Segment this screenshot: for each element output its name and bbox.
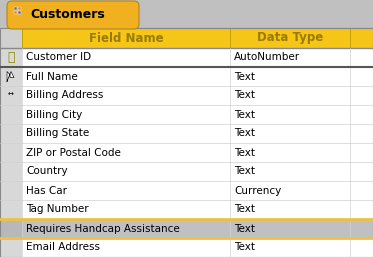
- Text: Full Name: Full Name: [26, 71, 78, 81]
- Text: ↔: ↔: [8, 91, 14, 97]
- Bar: [22, 200, 230, 219]
- Bar: [350, 143, 373, 162]
- Bar: [22, 86, 230, 105]
- Text: Text: Text: [234, 224, 255, 234]
- Text: AutoNumber: AutoNumber: [234, 52, 300, 62]
- Bar: [230, 143, 350, 162]
- Bar: [0, 0, 373, 28]
- Text: Has Car: Has Car: [26, 186, 67, 196]
- Text: Tag Number: Tag Number: [26, 205, 89, 215]
- Bar: [0, 124, 22, 143]
- Text: ⚿: ⚿: [7, 51, 15, 64]
- Text: Customer ID: Customer ID: [26, 52, 91, 62]
- Text: Text: Text: [234, 148, 255, 158]
- FancyBboxPatch shape: [7, 1, 139, 29]
- Text: Text: Text: [234, 128, 255, 139]
- Text: Billing Address: Billing Address: [26, 90, 103, 100]
- Bar: [0, 200, 22, 219]
- Bar: [230, 86, 350, 105]
- Bar: [0, 28, 373, 257]
- Bar: [22, 124, 230, 143]
- Bar: [22, 238, 230, 257]
- Bar: [0, 238, 22, 257]
- Bar: [350, 105, 373, 124]
- Text: Country: Country: [26, 167, 68, 177]
- Bar: [230, 200, 350, 219]
- Bar: [22, 105, 230, 124]
- Bar: [230, 238, 350, 257]
- Bar: [350, 200, 373, 219]
- Text: Text: Text: [234, 243, 255, 252]
- Bar: [18, 11, 21, 14]
- Text: Email Address: Email Address: [26, 243, 100, 252]
- Bar: [0, 162, 22, 181]
- Bar: [0, 105, 22, 124]
- Bar: [14, 7, 17, 10]
- Bar: [0, 181, 22, 200]
- Text: Billing City: Billing City: [26, 109, 82, 120]
- Bar: [0, 28, 373, 257]
- Bar: [18, 7, 21, 10]
- Bar: [230, 105, 350, 124]
- Bar: [230, 67, 350, 86]
- Bar: [22, 162, 230, 181]
- Bar: [0, 143, 22, 162]
- Text: Text: Text: [234, 71, 255, 81]
- Bar: [22, 181, 230, 200]
- Bar: [22, 219, 230, 238]
- Bar: [22, 67, 230, 86]
- Bar: [22, 143, 230, 162]
- Bar: [230, 124, 350, 143]
- Bar: [350, 219, 373, 238]
- Bar: [0, 67, 22, 86]
- Bar: [0, 219, 22, 238]
- Bar: [22, 48, 230, 67]
- Bar: [350, 67, 373, 86]
- Bar: [0, 86, 22, 105]
- Text: Requires Handcap Assistance: Requires Handcap Assistance: [26, 224, 180, 234]
- Text: Billing State: Billing State: [26, 128, 89, 139]
- Bar: [230, 162, 350, 181]
- Bar: [230, 181, 350, 200]
- Bar: [230, 219, 350, 238]
- Bar: [230, 48, 350, 67]
- Polygon shape: [7, 71, 14, 81]
- Bar: [0, 28, 22, 48]
- Bar: [350, 162, 373, 181]
- Text: Text: Text: [234, 205, 255, 215]
- Bar: [350, 181, 373, 200]
- Text: Text: Text: [234, 109, 255, 120]
- Text: Field Name: Field Name: [89, 32, 163, 44]
- Text: Currency: Currency: [234, 186, 281, 196]
- Bar: [350, 48, 373, 67]
- Text: Text: Text: [234, 167, 255, 177]
- Bar: [0, 48, 22, 67]
- Text: Data Type: Data Type: [257, 32, 323, 44]
- Bar: [350, 86, 373, 105]
- Bar: [14, 11, 17, 14]
- Bar: [0, 28, 373, 48]
- Bar: [350, 124, 373, 143]
- Bar: [350, 238, 373, 257]
- Text: Customers: Customers: [30, 8, 105, 22]
- Text: ZIP or Postal Code: ZIP or Postal Code: [26, 148, 121, 158]
- Text: Text: Text: [234, 90, 255, 100]
